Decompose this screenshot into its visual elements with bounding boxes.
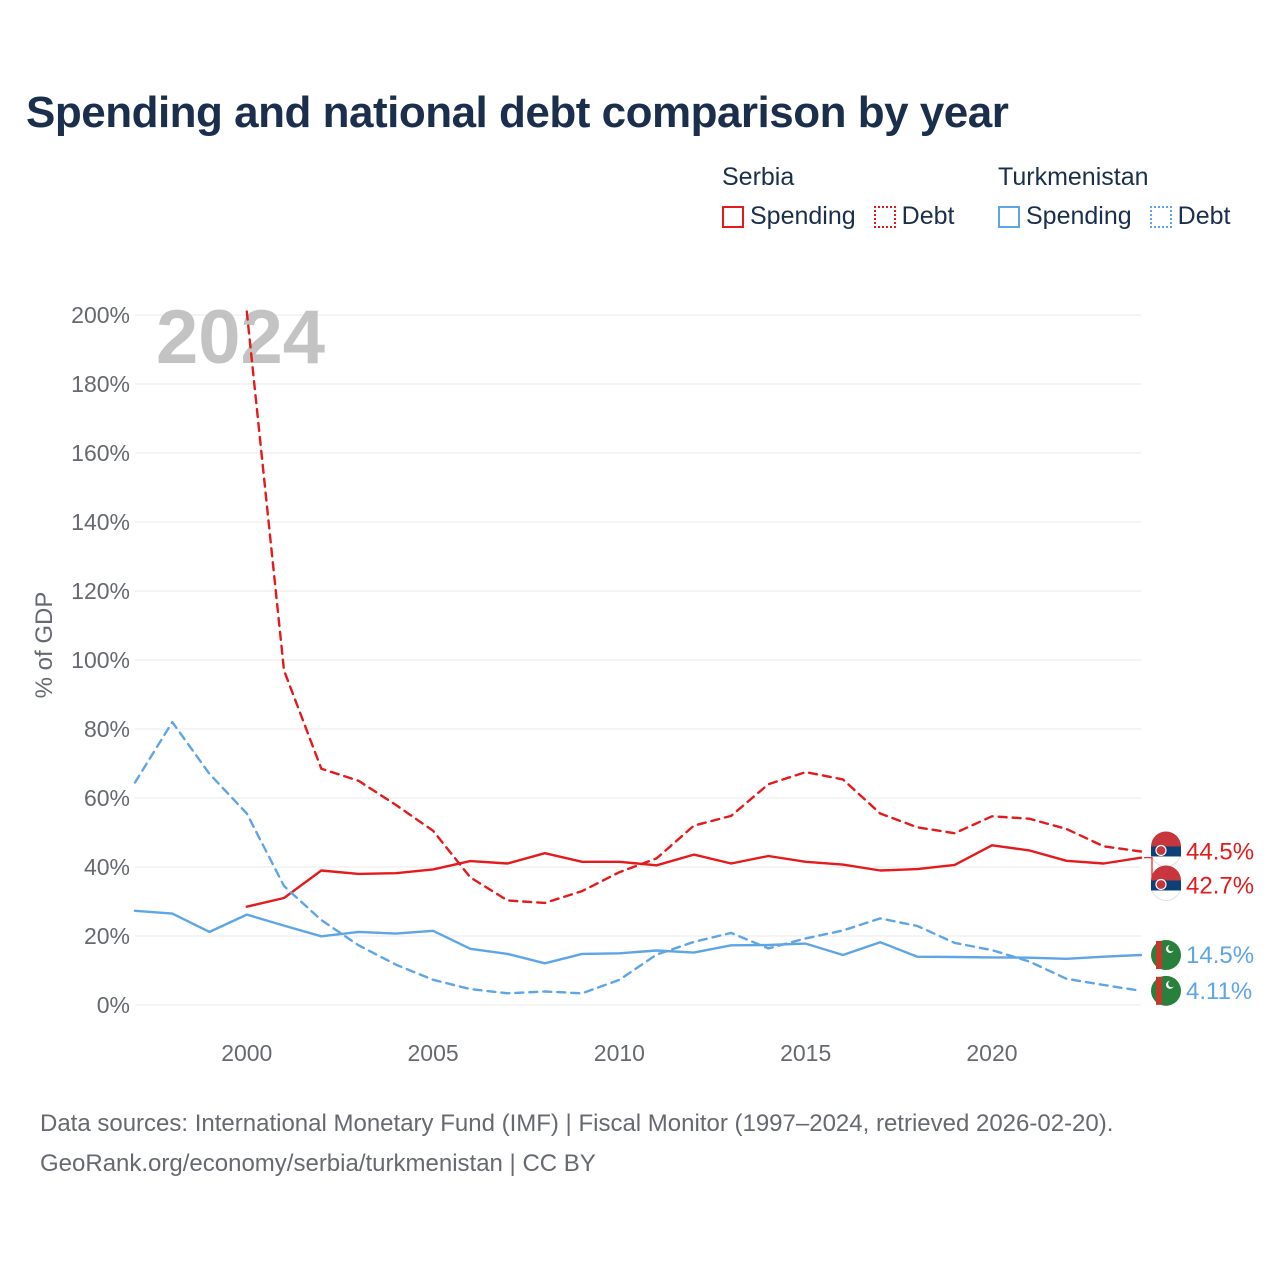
- series-line-serbia-debt[interactable]: [245, 310, 1143, 905]
- end-value-label: 14.5%: [1186, 942, 1254, 969]
- coat-of-arms-icon: [1155, 878, 1167, 891]
- legend-group-name: Turkmenistan: [998, 163, 1149, 191]
- turkmenistan-flag-icon: [1151, 975, 1181, 1006]
- turkmenistan-flag-icon: [1151, 939, 1181, 970]
- legend-swatch-solid-icon: [722, 205, 744, 228]
- crescent-cut: [1168, 980, 1175, 988]
- y-tick-label: 60%: [84, 785, 130, 811]
- flag-stripe-red: [1151, 831, 1181, 847]
- legend-swatch-dotted-icon: [1149, 205, 1172, 228]
- carpet-stripe: [1156, 940, 1162, 969]
- x-tick-label: 2005: [407, 1040, 458, 1066]
- x-axis-ticks: 2000 2005 2010 2015 2020: [221, 1040, 1017, 1066]
- y-tick-label: 100%: [71, 647, 130, 673]
- y-tick-label: 20%: [84, 923, 130, 949]
- y-tick-label: 180%: [71, 371, 130, 397]
- legend-swatch-solid-icon: [998, 205, 1020, 228]
- y-tick-label: 160%: [71, 440, 130, 466]
- series-line-turkmenistan-spending[interactable]: [133, 909, 1143, 965]
- flag-stripe-red: [1151, 865, 1181, 881]
- end-value-label: 44.5%: [1186, 838, 1254, 865]
- y-tick-label: 80%: [84, 716, 130, 742]
- legend-item-turkmenistan-debt[interactable]: Debt: [1149, 202, 1231, 231]
- crescent-cut: [1168, 944, 1175, 952]
- coat-of-arms-icon: [1155, 844, 1167, 857]
- legend-item-label: Debt: [901, 202, 955, 230]
- end-labels: 44.5% 42.7% 14.5% 4.11%: [1144, 831, 1254, 1006]
- y-tick-label: 0%: [97, 992, 130, 1018]
- series-line-turkmenistan-debt[interactable]: [133, 720, 1143, 995]
- carpet-stripe: [1156, 976, 1162, 1005]
- x-tick-label: 2010: [594, 1040, 645, 1066]
- legend-item-label: Spending: [1026, 202, 1132, 230]
- x-tick-label: 2015: [780, 1040, 831, 1066]
- legend-item-turkmenistan-spending[interactable]: Spending: [998, 202, 1132, 231]
- footer: Data sources: International Monetary Fun…: [40, 1104, 1113, 1184]
- legend-group-serbia: Serbia Spending Debt: [722, 160, 954, 231]
- year-watermark: 2024: [156, 295, 325, 380]
- legend-group-name: Serbia: [722, 163, 795, 191]
- legend-item-serbia-debt[interactable]: Debt: [873, 202, 955, 231]
- chart-title: Spending and national debt comparison by…: [26, 88, 1009, 137]
- legend-group-turkmenistan: Turkmenistan Spending Debt: [998, 160, 1230, 231]
- x-tick-label: 2020: [966, 1040, 1017, 1066]
- legend-swatch-dotted-icon: [873, 205, 896, 228]
- end-value-label: 4.11%: [1186, 978, 1252, 1005]
- y-tick-label: 200%: [71, 302, 130, 328]
- series-line-serbia-spending[interactable]: [245, 844, 1143, 908]
- line-chart: 2024 0% 20% 40% 60% 80% 100% 120% 140% 160% 180% 2…: [31, 295, 1254, 1066]
- y-tick-label: 140%: [71, 509, 130, 535]
- y-tick-label: 40%: [84, 854, 130, 880]
- data-source-text: Data sources: International Monetary Fun…: [40, 1110, 1114, 1137]
- grid-layer: [135, 314, 1141, 1006]
- legend-item-serbia-spending[interactable]: Spending: [722, 202, 856, 231]
- legend-item-label: Spending: [750, 202, 856, 230]
- legend-item-label: Debt: [1177, 202, 1231, 230]
- x-tick-label: 2000: [221, 1040, 272, 1066]
- y-axis-ticks: 0% 20% 40% 60% 80% 100% 120% 140% 160% 180% 200%: [71, 302, 130, 1018]
- y-axis-label: % of GDP: [31, 592, 58, 699]
- attribution-link[interactable]: GeoRank.org/economy/serbia/turkmenistan …: [40, 1150, 596, 1177]
- series-layer: [133, 310, 1143, 995]
- y-tick-label: 120%: [71, 578, 130, 604]
- end-value-label: 42.7%: [1186, 872, 1254, 899]
